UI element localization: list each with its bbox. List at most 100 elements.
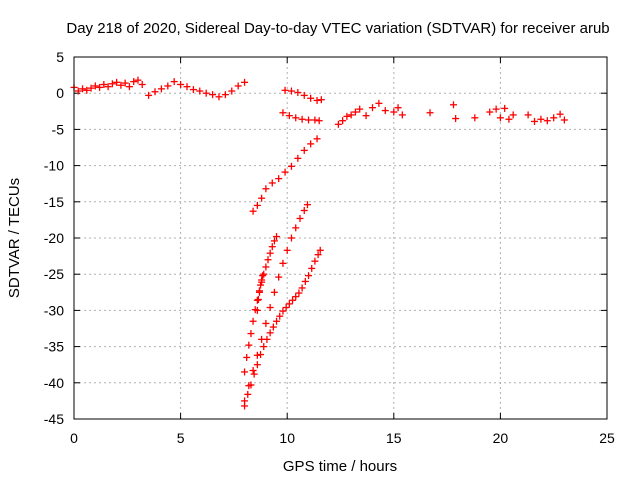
data-point	[253, 201, 261, 209]
data-point	[307, 140, 315, 148]
data-point	[282, 304, 290, 312]
data-point	[294, 88, 302, 96]
data-point	[287, 162, 295, 170]
data-point	[257, 351, 265, 359]
data-point	[537, 115, 545, 123]
data-point	[531, 117, 539, 125]
data-point	[426, 109, 434, 117]
data-point	[276, 312, 284, 320]
data-point	[74, 87, 82, 95]
data-point	[449, 101, 457, 109]
grid	[74, 57, 607, 419]
y-axis-label: SDTVAR / TECUs	[6, 178, 23, 298]
x-tick-label: 10	[279, 430, 295, 446]
plot-frame	[73, 56, 608, 420]
data-point	[87, 84, 95, 92]
data-point	[496, 114, 504, 122]
data-point	[125, 83, 133, 91]
data-point	[314, 251, 322, 259]
y-tick-label: -10	[44, 158, 64, 174]
data-point	[91, 82, 99, 90]
data-point	[170, 78, 178, 86]
data-point	[257, 281, 265, 289]
data-point	[347, 111, 355, 119]
chart-title: Day 218 of 2020, Sidereal Day-to-day VTE…	[66, 20, 609, 37]
data-point	[550, 114, 558, 122]
data-point	[100, 81, 108, 89]
data-point	[281, 168, 289, 176]
data-point	[381, 107, 389, 115]
data-point	[215, 93, 223, 101]
data-point	[138, 81, 146, 89]
data-point	[334, 120, 342, 128]
data-point	[298, 115, 306, 123]
data-point	[300, 206, 308, 214]
data-point	[285, 112, 293, 120]
data-point	[108, 80, 116, 88]
data-point	[296, 214, 304, 222]
data-point	[266, 329, 274, 337]
data-point	[183, 83, 191, 91]
data-point	[253, 296, 261, 304]
data-point	[151, 88, 159, 96]
data-point	[308, 264, 316, 272]
data-point	[241, 368, 249, 376]
x-tick-label: 25	[599, 430, 615, 446]
y-tick-label: -35	[44, 339, 64, 355]
data-point	[270, 237, 278, 245]
data-point	[221, 91, 229, 99]
data-point	[189, 86, 197, 94]
data-point	[351, 108, 359, 116]
data-point	[266, 249, 274, 257]
data-point	[249, 366, 257, 374]
data-point	[452, 115, 460, 123]
data-point	[300, 91, 308, 99]
data-point	[339, 117, 347, 125]
data-point	[145, 91, 153, 99]
data-point	[287, 87, 295, 95]
data-point	[390, 108, 398, 116]
data-point	[289, 296, 297, 304]
y-tick-label: -45	[44, 411, 64, 427]
data-point	[292, 293, 300, 301]
data-point	[556, 110, 564, 118]
y-tick-label: -15	[44, 194, 64, 210]
data-point	[303, 201, 311, 209]
data-point	[273, 317, 281, 325]
x-tick-label: 0	[70, 430, 78, 446]
data-point	[281, 86, 289, 94]
data-point	[253, 306, 261, 314]
data-point	[524, 111, 532, 119]
x-axis-label: GPS time / hours	[283, 458, 397, 475]
data-point	[292, 224, 300, 232]
data-point	[117, 81, 125, 89]
data-point	[285, 300, 293, 308]
data-point	[501, 104, 509, 112]
data-point	[196, 87, 204, 95]
data-point	[375, 99, 383, 107]
data-point	[398, 111, 406, 119]
data-point	[250, 370, 258, 378]
data-point	[260, 343, 268, 351]
data-point	[268, 243, 276, 251]
y-tick-label: -25	[44, 266, 64, 282]
data-point	[209, 91, 217, 99]
data-point	[262, 185, 270, 193]
data-point	[560, 116, 568, 124]
data-point	[245, 341, 253, 349]
data-point	[279, 259, 287, 267]
data-point	[262, 263, 270, 271]
data-point	[509, 111, 517, 119]
data-point	[96, 83, 104, 91]
data-point	[505, 115, 513, 123]
data-point	[300, 146, 308, 154]
data-point	[305, 116, 313, 124]
data-point	[268, 179, 276, 187]
data-point	[264, 256, 272, 264]
data-point	[313, 96, 321, 104]
y-tick-label: -30	[44, 302, 64, 318]
data-point	[315, 117, 323, 125]
data-point	[254, 296, 262, 304]
data-point	[292, 114, 300, 122]
data-point	[253, 351, 261, 359]
